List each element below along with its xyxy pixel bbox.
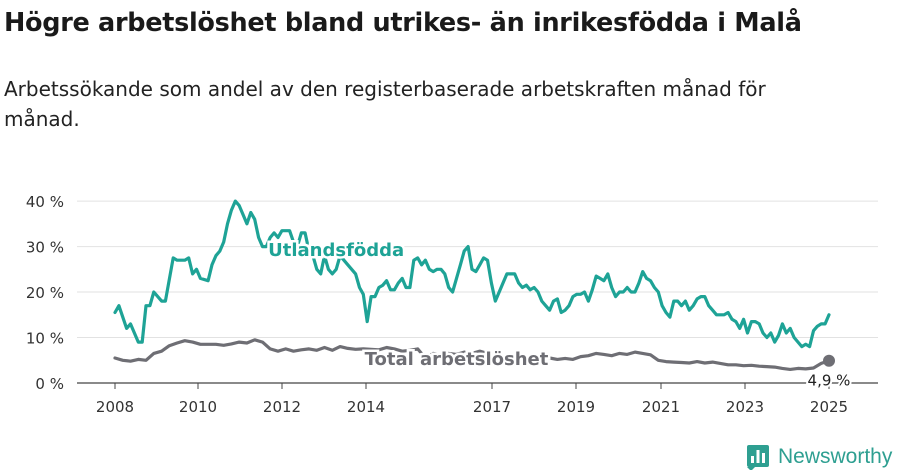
- x-tick-label: 2017: [473, 398, 511, 416]
- y-tick-label: 20 %: [26, 284, 64, 302]
- y-tick-label: 0 %: [35, 375, 64, 393]
- chart-title: Högre arbetslöshet bland utrikes- än inr…: [4, 8, 802, 38]
- last-value-label: 4,9 %: [808, 372, 851, 390]
- x-tick-label: 2008: [96, 398, 134, 416]
- x-tick-label: 2019: [557, 398, 595, 416]
- y-tick-label: 10 %: [26, 330, 64, 348]
- x-tick-label: 2021: [642, 398, 680, 416]
- chart-subtitle: Arbetssökande som andel av den registerb…: [4, 77, 766, 131]
- x-tick-label: 2025: [810, 398, 848, 416]
- brand-logo: Newsworthy: [746, 443, 892, 471]
- x-tick-label: 2012: [263, 398, 301, 416]
- newsworthy-logo-icon: [747, 445, 769, 470]
- y-axis: 0 % 10 % 20 % 30 % 40 %: [26, 193, 64, 393]
- series-line-total: [113, 338, 831, 371]
- series-label-utlandsfodda: Utlandsfödda: [268, 240, 404, 261]
- x-axis: 2008 2010 2012 2014 2017 2019 2021 2023 2025: [96, 383, 848, 416]
- series-line-utlandsfodda: [113, 199, 831, 349]
- y-tick-label: 30 %: [26, 239, 64, 257]
- series-labels: Utlandsfödda Total arbetslöshet 4,9 %: [266, 237, 853, 391]
- x-tick-label: 2014: [347, 398, 385, 416]
- last-value-point: [823, 354, 835, 367]
- brand-name: Newsworthy: [778, 445, 893, 468]
- series-label-total: Total arbetslöshet: [365, 349, 549, 370]
- x-tick-label: 2010: [179, 398, 217, 416]
- series-lines: [113, 199, 831, 371]
- y-tick-label: 40 %: [26, 193, 64, 211]
- x-tick-label: 2023: [726, 398, 764, 416]
